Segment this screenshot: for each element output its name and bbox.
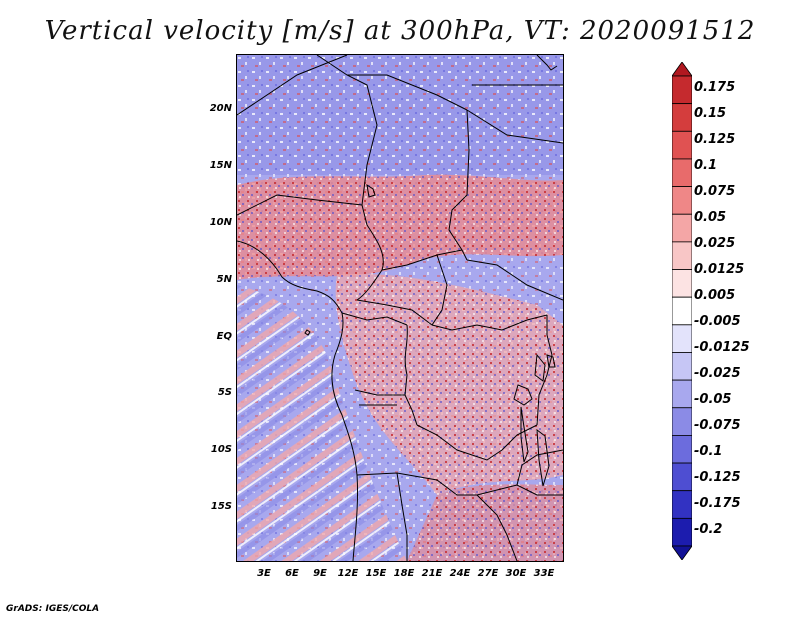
lat-label: 15S	[210, 501, 232, 512]
colorbar-label: -0.0125	[694, 340, 750, 355]
colorbar-label: 0.0125	[694, 262, 745, 277]
colorbar-label: -0.005	[694, 314, 741, 329]
colorbar-label: 0.025	[694, 236, 736, 251]
lon-label: 9E	[313, 568, 327, 579]
colorbar-swatch	[672, 407, 692, 436]
lon-label: 15E	[365, 568, 387, 579]
colorbar-swatch	[672, 158, 692, 187]
lat-label: 5S	[217, 387, 232, 398]
lat-label: 10S	[210, 444, 232, 455]
colorbar-swatch	[672, 213, 692, 243]
lon-label: 6E	[285, 568, 299, 579]
colorbar-swatch	[672, 130, 692, 160]
colorbar-swatch	[672, 103, 692, 132]
colorbar-swatch	[672, 75, 692, 105]
lon-label: 30E	[505, 568, 527, 579]
lon-label: 21E	[421, 568, 443, 579]
colorbar-label: -0.125	[694, 470, 741, 485]
lat-label: 20N	[209, 103, 232, 114]
lon-label: 12E	[337, 568, 359, 579]
colorbar-label: -0.025	[694, 366, 741, 381]
colorbar-label: 0.175	[694, 80, 736, 95]
lat-label: EQ	[216, 331, 232, 342]
lon-label: 27E	[477, 568, 499, 579]
colorbar-label: -0.05	[694, 392, 732, 407]
lat-label: 10N	[209, 217, 232, 228]
map-panel	[236, 54, 564, 562]
colorbar-label: 0.005	[694, 288, 736, 303]
colorbar-swatch	[672, 269, 692, 298]
colorbar-label: 0.125	[694, 132, 736, 147]
lon-label: 24E	[449, 568, 471, 579]
colorbar-label: -0.1	[694, 444, 723, 459]
chart-title: Vertical velocity [m/s] at 300hPa, VT: 2…	[44, 16, 756, 46]
colorbar-label: -0.075	[694, 418, 741, 433]
colorbar-label: 0.075	[694, 184, 736, 199]
colorbar-label: 0.05	[694, 210, 727, 225]
lon-label: 18E	[393, 568, 415, 579]
colorbar-swatch	[672, 379, 692, 409]
colorbar-swatch	[672, 545, 692, 560]
colorbar-label: 0.1	[694, 158, 718, 173]
colorbar-swatch	[672, 352, 692, 381]
lat-label: 15N	[209, 160, 232, 171]
colorbar-swatch	[672, 435, 692, 464]
map-field	[237, 55, 563, 561]
credit-text: GrADS: IGES/COLA	[6, 604, 100, 614]
colorbar	[672, 62, 692, 560]
colorbar-swatch	[672, 490, 692, 519]
colorbar-label: 0.15	[694, 106, 727, 121]
colorbar-swatch	[672, 517, 692, 547]
lon-label: 3E	[257, 568, 271, 579]
lat-label: 5N	[216, 274, 232, 285]
colorbar-swatch	[672, 462, 692, 492]
colorbar-swatch	[672, 324, 692, 353]
colorbar-swatch	[672, 241, 692, 270]
colorbar-label: -0.2	[694, 522, 723, 537]
colorbar-swatch	[672, 186, 692, 215]
colorbar-swatch	[672, 296, 692, 326]
colorbar-swatch	[672, 62, 692, 77]
colorbar-label: -0.175	[694, 496, 741, 511]
lon-label: 33E	[533, 568, 555, 579]
